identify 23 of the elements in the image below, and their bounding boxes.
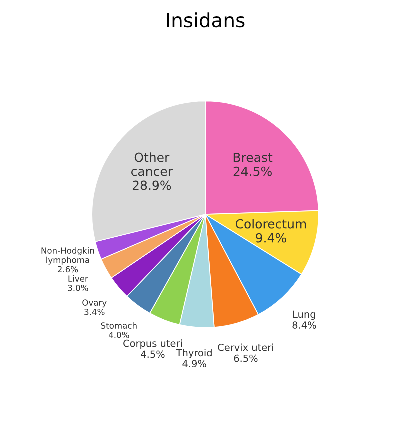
data-label: 2.6% [58, 266, 78, 273]
slice-label: Breast [234, 152, 273, 162]
data-label: 4.0% [108, 332, 130, 338]
slice-label: Non-Hodgkin lymphoma [42, 247, 94, 265]
data-label: 9.4% [256, 233, 286, 243]
slice-label: Colorectum [236, 219, 306, 229]
data-label: 6.5% [234, 354, 258, 362]
slice-label: Ovary [82, 300, 107, 308]
slice-label: Other cancer [132, 152, 173, 176]
data-label: 3.0% [68, 284, 88, 292]
data-label: 4.5% [141, 350, 165, 358]
data-label: 4.9% [182, 360, 206, 368]
slice-label: Cervix uteri [218, 344, 274, 352]
slice-label: Lung [294, 310, 316, 320]
slice-label: Liver [68, 275, 88, 282]
slice-label: Stomach [101, 322, 137, 329]
slice-label: Thyroid [176, 349, 212, 359]
data-label: 28.9% [132, 180, 172, 190]
chart-title: Insidans [167, 12, 245, 28]
data-label: 24.5% [234, 166, 272, 176]
data-label: 8.4% [292, 322, 316, 329]
slice-label: Corpus uteri [124, 340, 182, 350]
data-label: 3.4% [84, 308, 105, 316]
